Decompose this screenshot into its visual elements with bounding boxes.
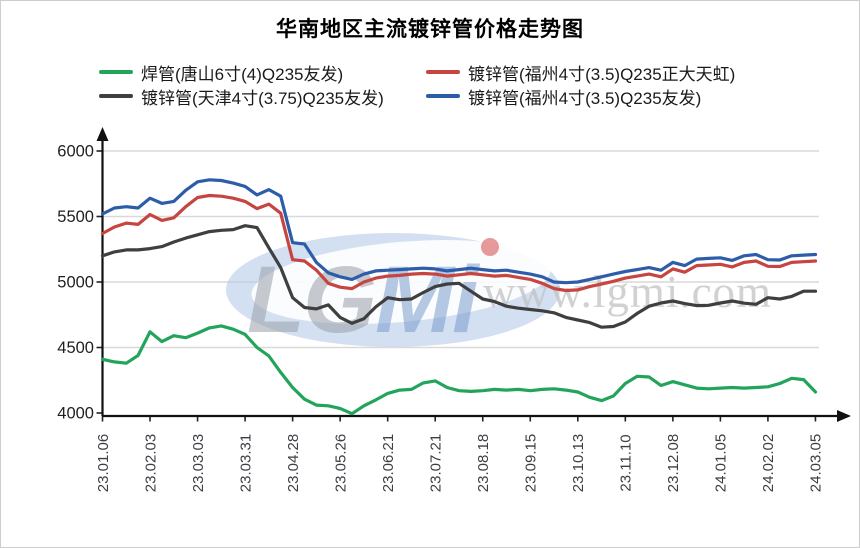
x-tick-label: 23.05.26: [332, 434, 349, 492]
y-axis-arrow-icon: [96, 127, 109, 141]
chart-title: 华南地区主流镀锌管价格走势图: [276, 18, 584, 41]
x-tick-label: 23.09.15: [523, 434, 540, 492]
legend-swatch-icon: [99, 70, 133, 74]
y-tick-label: 5500: [57, 208, 94, 226]
x-tick-label: 23.01.06: [95, 434, 112, 492]
legend-label: 镀锌管(天津4寸(3.75)Q235友发): [141, 88, 384, 108]
x-tick-label: 23.02.03: [142, 434, 159, 492]
y-tick-label: 4500: [57, 339, 94, 357]
watermark-logo-dot: [481, 238, 499, 256]
x-tick-label: 23.04.28: [285, 434, 302, 492]
legend-label: 焊管(唐山6寸(4)Q235友发): [141, 64, 344, 84]
x-tick-label: 23.08.18: [475, 434, 492, 492]
series-line-3: [100, 178, 818, 285]
legend-swatch-icon: [99, 94, 133, 98]
legend-swatch-icon: [426, 70, 460, 74]
watermark-swoosh: [251, 240, 551, 324]
legend-item-2: 镀锌管(天津4寸(3.75)Q235友发): [99, 85, 426, 108]
x-tick-label: 24.01.05: [713, 434, 730, 492]
y-tick-label: 6000: [57, 143, 94, 161]
x-tick-label: 24.03.05: [808, 434, 825, 492]
legend-label: 镀锌管(福州4寸(3.5)Q235正大天虹): [468, 64, 736, 84]
series-line-0: [100, 324, 818, 416]
x-tick-label: 23.11.10: [618, 434, 635, 491]
legend-item-1: 镀锌管(福州4寸(3.5)Q235正大天虹): [426, 61, 736, 84]
x-tick-label: 23.12.08: [665, 434, 682, 492]
y-tick-label: 4000: [57, 405, 94, 423]
y-tick-label: 5000: [57, 274, 94, 292]
x-tick-label: 23.10.13: [570, 434, 587, 492]
watermark-logo: LGMi: [247, 247, 481, 353]
legend-item-3: 镀锌管(福州4寸(3.5)Q235友发): [426, 85, 735, 108]
series-line-2: [100, 224, 818, 329]
x-tick-label: 23.03.03: [190, 434, 207, 492]
x-tick-label: 23.03.31: [237, 434, 254, 492]
legend-item-0: 焊管(唐山6寸(4)Q235友发): [99, 61, 426, 84]
legend: 焊管(唐山6寸(4)Q235友发) 镀锌管(福州4寸(3.5)Q235正大天虹) 镀…: [99, 61, 736, 108]
x-axis-arrow-icon: [837, 410, 851, 422]
series-line-1: [100, 193, 818, 293]
x-tick-label: 23.06.21: [380, 434, 397, 492]
x-tick-label: 23.07.21: [427, 434, 444, 492]
x-tick-label: 24.02.02: [760, 434, 777, 492]
legend-swatch-icon: [426, 94, 460, 98]
legend-label: 镀锌管(福州4寸(3.5)Q235友发): [468, 88, 702, 108]
